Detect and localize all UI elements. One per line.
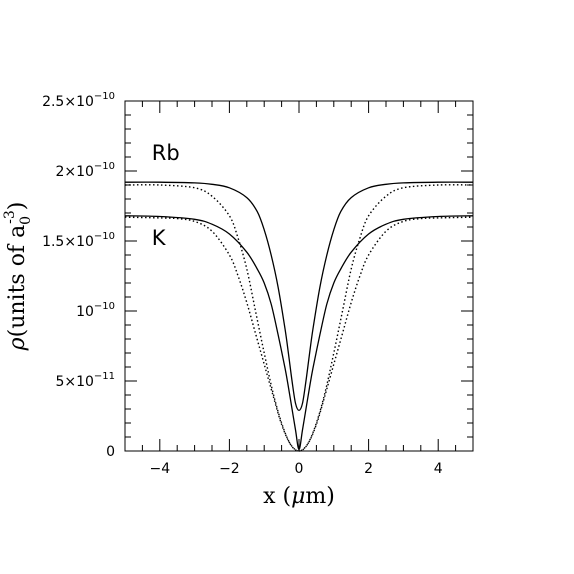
series-line-dotted-k	[124, 216, 474, 452]
y-tick-label: 2.5×10−10	[42, 91, 115, 110]
series-line-solid-k	[124, 215, 474, 451]
data-series	[124, 181, 474, 452]
series-line-dotted-rb	[124, 184, 474, 452]
annotation-rb: Rb	[152, 141, 180, 165]
x-axis-label: x (μm)	[263, 484, 335, 509]
y-tick-label: 2×10−10	[55, 161, 115, 180]
annotations: Rb K	[152, 141, 180, 250]
series-line-solid-rb	[124, 181, 474, 412]
x-tick-label: 4	[434, 461, 443, 477]
y-tick-label: 5×10−11	[55, 371, 115, 390]
x-tick-label: 2	[364, 461, 373, 477]
rho-symbol: ρ	[5, 337, 30, 351]
x-tick-label: 0	[295, 461, 304, 477]
y-tick-label: 10−10	[76, 301, 115, 320]
x-tick-label: −2	[219, 461, 240, 477]
x-tick-label: −4	[149, 461, 170, 477]
y-tick-label: 1.5×10−10	[42, 231, 115, 250]
y-tick-label: 0	[106, 444, 115, 460]
axis-ticks: −4 −2 0 2 4 0 5×10−11 10−10 1.5×10−10 2×10−10 2.5×…	[42, 91, 474, 477]
mu-symbol: μ	[291, 484, 305, 509]
annotation-k: K	[152, 226, 167, 250]
y-axis-label: ρ(units of a0-3)	[2, 202, 34, 352]
